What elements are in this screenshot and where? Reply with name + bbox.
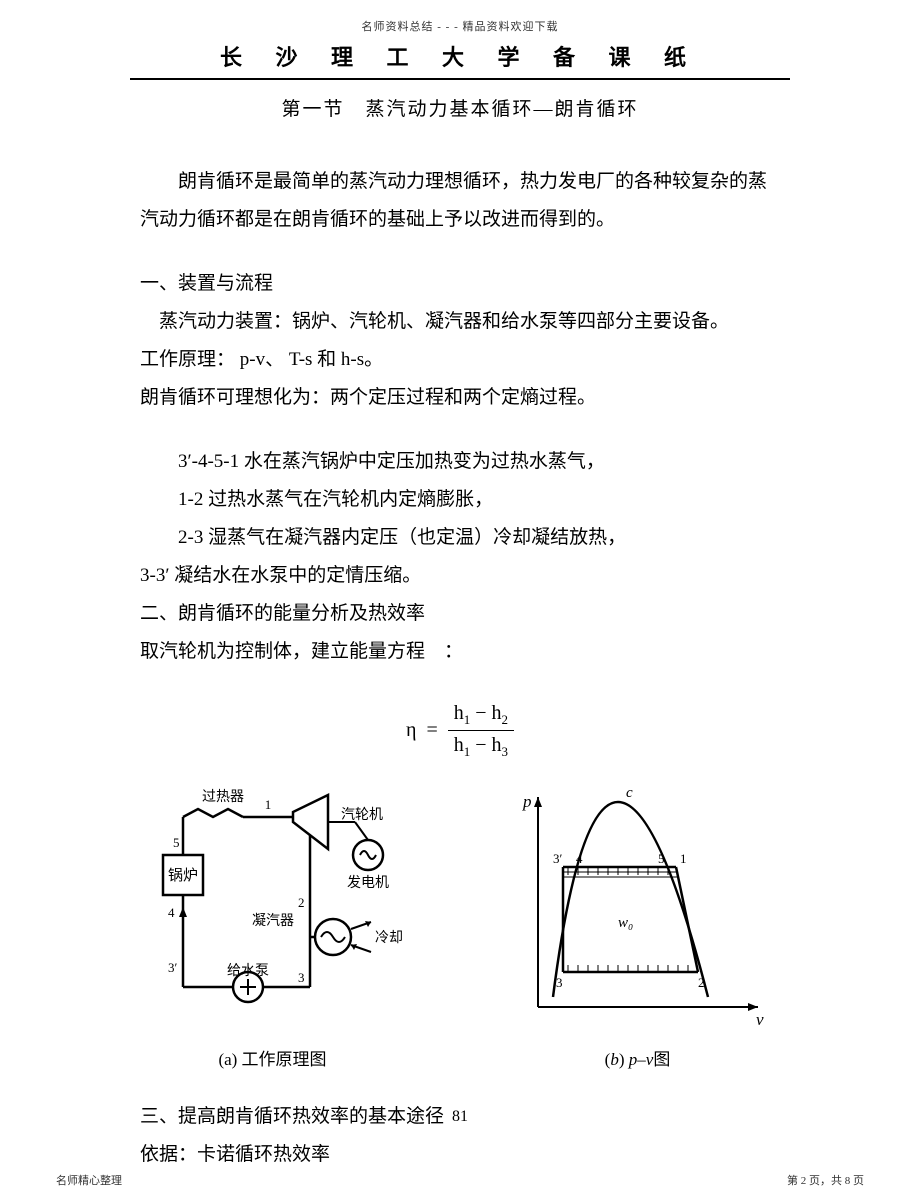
svg-text:2: 2 bbox=[298, 895, 305, 910]
process-1: 3′-4-5-1 水在蒸汽锅炉中定压加热变为过热水蒸气， bbox=[178, 443, 780, 481]
svg-text:2: 2 bbox=[698, 975, 705, 990]
svg-text:4: 4 bbox=[576, 851, 583, 866]
page-number: 81 bbox=[0, 1108, 920, 1126]
section-1-line-3: 朗肯循环可理想化为：两个定压过程和两个定熵过程。 bbox=[140, 379, 780, 417]
footer-left: 名师精心整理 bbox=[56, 1172, 122, 1188]
section-1-line-1: 蒸汽动力装置：锅炉、汽轮机、凝汽器和给水泵等四部分主要设备。 bbox=[140, 303, 780, 341]
svg-text:汽轮机: 汽轮机 bbox=[341, 807, 383, 823]
svg-text:c: c bbox=[626, 785, 633, 801]
header-small-text: 名师资料总结 - - - 精品资料欢迎下载 bbox=[0, 0, 920, 34]
section-1-title: 一、装置与流程 bbox=[140, 265, 780, 303]
svg-text:5: 5 bbox=[173, 835, 180, 850]
formula-eta: η bbox=[406, 719, 416, 742]
pv-diagram-svg: p v c bbox=[498, 777, 778, 1037]
header-title: 长 沙 理 工 大 学 备 课 纸 bbox=[0, 40, 920, 78]
section-1-line-2: 工作原理： p-v、 T-s 和 h-s。 bbox=[140, 341, 780, 379]
svg-text:过热器: 过热器 bbox=[202, 789, 244, 805]
svg-text:w₀: w₀ bbox=[618, 915, 633, 931]
svg-text:1: 1 bbox=[264, 797, 271, 812]
schematic-svg: 锅炉 5 过热器 1 汽轮机 发电机 2 bbox=[143, 777, 403, 1037]
svg-text:p: p bbox=[522, 792, 532, 811]
svg-text:5: 5 bbox=[658, 851, 665, 866]
svg-text:4: 4 bbox=[168, 905, 175, 920]
section-title: 第一节 蒸汽动力基本循环—朗肯循环 bbox=[0, 94, 920, 121]
header-rule bbox=[130, 78, 790, 80]
diagram-a: 锅炉 5 过热器 1 汽轮机 发电机 2 bbox=[143, 777, 403, 1070]
section-2-title: 二、朗肯循环的能量分析及热效率 bbox=[140, 595, 780, 633]
process-2: 1-2 过热水蒸气在汽轮机内定熵膨胀， bbox=[178, 481, 780, 519]
svg-text:冷却水: 冷却水 bbox=[375, 930, 403, 946]
diagram-a-caption: (a) 工作原理图 bbox=[218, 1045, 326, 1070]
efficiency-formula: η = h1 − h2 h1 − h3 bbox=[0, 701, 920, 759]
intro-paragraph: 朗肯循环是最简单的蒸汽动力理想循环，热力发电厂的各种较复杂的蒸汽动力循环都是在朗… bbox=[140, 163, 780, 239]
svg-text:锅炉: 锅炉 bbox=[167, 867, 197, 884]
section-2-line-1: 取汽轮机为控制体，建立能量方程 ： bbox=[140, 633, 780, 671]
svg-text:3: 3 bbox=[556, 975, 563, 990]
svg-text:v: v bbox=[756, 1010, 764, 1029]
process-4: 3-3′ 凝结水在水泵中的定情压缩。 bbox=[140, 557, 780, 595]
process-3: 2-3 湿蒸气在凝汽器内定压（也定温）冷却凝结放热， bbox=[178, 519, 780, 557]
footer-right: 第 2 页，共 8 页 bbox=[787, 1172, 864, 1188]
svg-text:3′: 3′ bbox=[168, 960, 178, 975]
svg-text:3′: 3′ bbox=[553, 851, 563, 866]
diagram-b: p v c bbox=[498, 777, 778, 1070]
svg-text:1: 1 bbox=[680, 851, 687, 866]
svg-text:3: 3 bbox=[298, 970, 305, 985]
svg-text:发电机: 发电机 bbox=[347, 875, 389, 891]
formula-denominator: h1 − h3 bbox=[448, 731, 514, 760]
formula-numerator: h1 − h2 bbox=[448, 701, 514, 731]
svg-text:给水泵: 给水泵 bbox=[227, 963, 269, 979]
formula-eq: = bbox=[426, 719, 437, 742]
section-3-line-1: 依据：卡诺循环热效率 bbox=[140, 1136, 780, 1174]
diagram-b-caption: (b) p–v图 bbox=[605, 1045, 671, 1070]
svg-text:凝汽器: 凝汽器 bbox=[252, 913, 294, 929]
